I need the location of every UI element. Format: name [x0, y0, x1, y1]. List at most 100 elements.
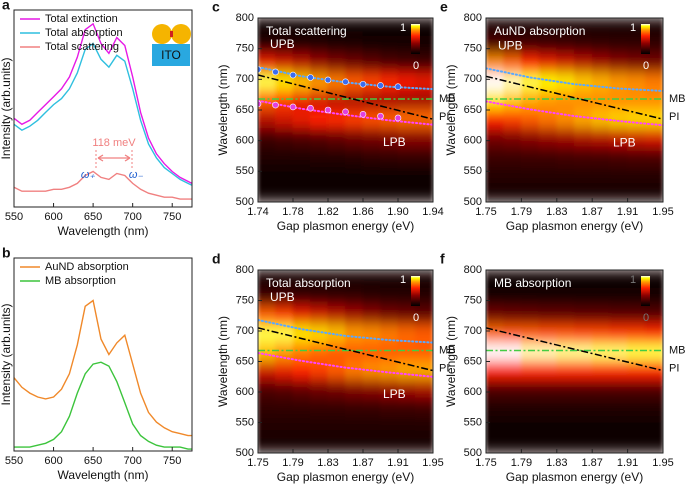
heatmap-cell [486, 397, 505, 417]
y-tick-label: 650 [464, 355, 482, 367]
heatmap-cell [345, 183, 364, 202]
heatmap-cell [486, 164, 505, 185]
x-tick-label: 1.87 [581, 457, 602, 469]
band-label: MB [669, 344, 685, 356]
heatmap-cell [538, 91, 558, 111]
heatmap-cell [644, 379, 663, 399]
heatmap-cell [327, 397, 346, 417]
heatmap-cell [415, 54, 433, 74]
x-tick-label: 700 [123, 455, 141, 467]
x-tick-label: 650 [84, 455, 102, 467]
heatmap-cell [591, 434, 611, 453]
heatmap-cell [397, 434, 416, 453]
heatmap-cell [292, 270, 311, 289]
heatmap-cell [310, 127, 329, 148]
heatmap-cell [397, 397, 416, 417]
colorbar-label: 1 [400, 22, 406, 34]
band-line [486, 327, 663, 372]
heatmap-cell [292, 434, 311, 453]
x-tick-label: 750 [163, 455, 181, 467]
data-point [258, 100, 262, 108]
heatmap-cell [380, 306, 399, 326]
heatmap-cell [609, 54, 629, 74]
y-tick-label: 500 [236, 196, 254, 208]
heatmap-cell [486, 434, 505, 453]
heatmap-cell [327, 287, 346, 308]
heatmap-cell [627, 146, 646, 166]
heatmap-cell [627, 127, 646, 148]
heatmap-cell [380, 18, 399, 37]
heatmap-cell [644, 434, 663, 453]
heatmap-cell [258, 91, 276, 111]
y-tick-label: 800 [236, 264, 254, 276]
heatmap-cell [380, 287, 399, 308]
band-line [258, 319, 433, 344]
heatmap-cell [258, 127, 276, 148]
heatmap-cell [574, 18, 593, 37]
heatmap-cell [556, 306, 575, 326]
heatmap-cell [310, 146, 329, 166]
panel-title: Total absorption [266, 276, 351, 290]
heatmap-cell [258, 434, 276, 453]
legend-label: Total scattering [45, 41, 119, 53]
heatmap-cell [486, 91, 505, 111]
heatmap-cell [310, 35, 329, 56]
heatmap-cell [609, 415, 629, 436]
band-label: PI [669, 111, 679, 123]
data-point [342, 108, 349, 116]
heatmap-cell [397, 54, 416, 74]
heatmap-cell [574, 324, 593, 344]
heatmap-cell [644, 72, 663, 93]
x-tick-label: 600 [44, 211, 62, 223]
heatmap-cell [591, 361, 611, 381]
band-label: LPB [613, 136, 636, 150]
band-label: LPB [383, 387, 406, 401]
heatmap-cell [538, 127, 558, 148]
heatmap-cell [591, 306, 611, 326]
heatmap-cell [380, 91, 399, 111]
heatmap-cell [310, 342, 329, 362]
heatmap-cell [538, 415, 558, 436]
nanodisk [152, 24, 172, 44]
heatmap-cell [258, 109, 276, 129]
band-line [258, 327, 433, 372]
heatmap-cell [503, 18, 522, 37]
heatmap-cell [275, 361, 294, 381]
heatmap-cell [486, 306, 505, 326]
heatmap-cell [574, 397, 593, 417]
heatmap-cell [627, 397, 646, 417]
heatmap-cell [292, 287, 311, 308]
heatmap-cell [415, 415, 433, 436]
band-label: UPB [270, 290, 295, 304]
heatmap-cell [327, 306, 346, 326]
heatmap-cell [292, 306, 311, 326]
heatmap-cells [258, 270, 433, 453]
data-point [289, 71, 297, 79]
heatmap-cell [292, 109, 311, 129]
heatmap-cell [486, 361, 505, 381]
x-tick-label: 1.79 [511, 457, 532, 469]
heatmap-cell [591, 164, 611, 185]
data-point [258, 66, 262, 73]
heatmap-cell [503, 324, 522, 344]
heatmap-cell [310, 415, 329, 436]
data-point [272, 101, 279, 109]
data-point [359, 110, 367, 118]
heatmap-cell [397, 72, 416, 93]
heatmap-cell [292, 91, 311, 111]
heatmap-cell [574, 91, 593, 111]
data-point [394, 114, 402, 122]
heatmap-cell [556, 146, 575, 166]
heatmap-cell [556, 324, 575, 344]
heatmap-cell [574, 35, 593, 56]
heatmap-cell [415, 72, 433, 93]
heatmap-cell [362, 415, 381, 436]
heatmap-cell [520, 18, 540, 37]
x-tick-label: 1.75 [475, 457, 496, 469]
heatmap-cell [574, 415, 593, 436]
x-tick-label: 1.74 [247, 206, 268, 218]
heatmap-cell [415, 324, 433, 344]
heatmap-cell [609, 164, 629, 185]
heatmap-cell [503, 109, 522, 129]
heatmap-cell [380, 434, 399, 453]
